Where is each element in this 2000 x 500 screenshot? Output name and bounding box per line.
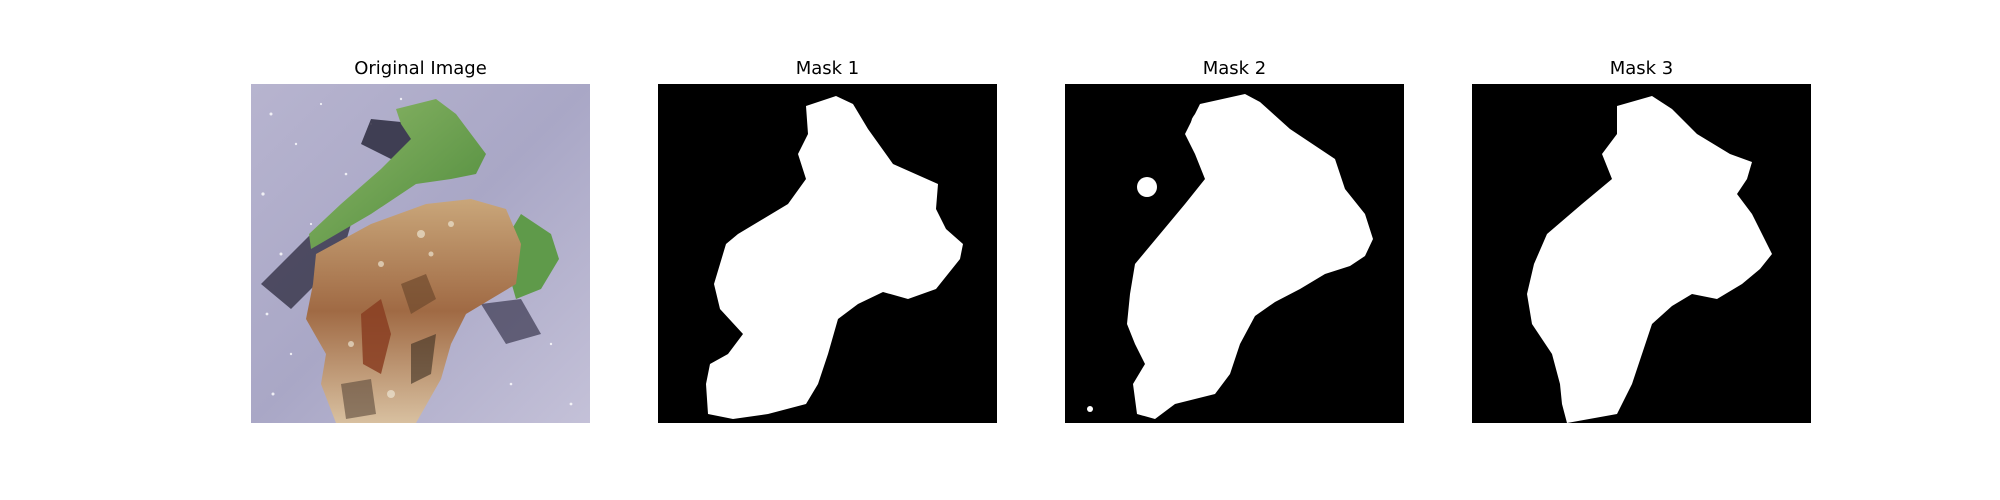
mask-image — [1472, 84, 1811, 423]
lesion — [401, 274, 436, 314]
panel-title: Mask 1 — [795, 58, 860, 79]
panel-mask-3: Mask 3 — [1472, 0, 1811, 500]
mask-blob — [1191, 110, 1219, 138]
panel-mask-1: Mask 1 — [658, 0, 997, 500]
lesion — [341, 379, 376, 419]
panel-title: Mask 3 — [1609, 58, 1674, 79]
mask-region — [706, 96, 963, 419]
highlights — [348, 221, 454, 398]
lesion — [361, 299, 391, 374]
leaf-photo — [251, 84, 590, 423]
panel-mask-2: Mask 2 — [1065, 0, 1404, 500]
panel-title: Original Image — [354, 58, 487, 79]
mask-speck — [1087, 406, 1093, 412]
mask-region — [1127, 94, 1373, 419]
mask-blob — [1137, 177, 1157, 197]
shadow — [261, 224, 351, 309]
shadow — [481, 299, 541, 344]
mask-image — [658, 84, 997, 423]
mask-image — [1065, 84, 1404, 423]
lesion — [411, 334, 436, 384]
mask-region — [1527, 96, 1772, 423]
panel-original: Original Image — [251, 0, 590, 500]
panel-title: Mask 2 — [1202, 58, 1267, 79]
green-leaf-part — [309, 99, 486, 249]
green-leaf-lobe — [506, 214, 559, 299]
